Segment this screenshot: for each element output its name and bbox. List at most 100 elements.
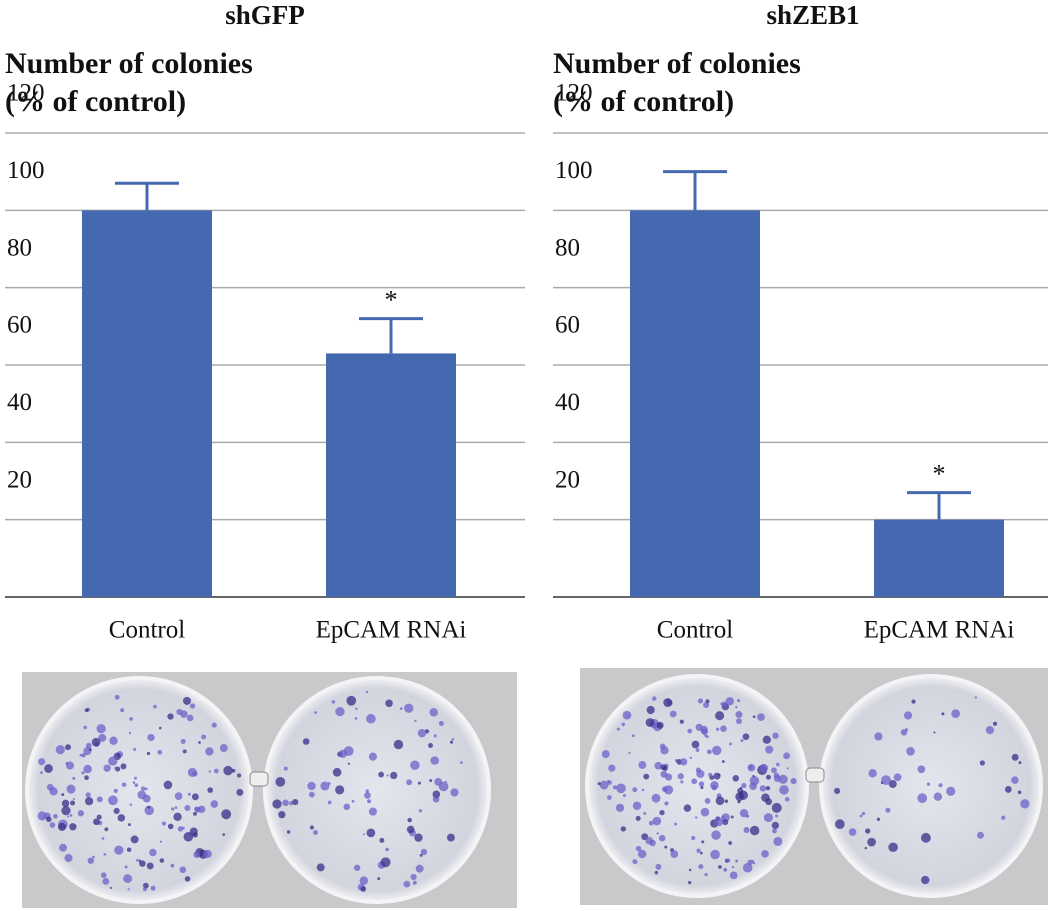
colony (700, 725, 708, 734)
colony (309, 825, 314, 830)
colony (403, 880, 411, 888)
y-axis-label: Number of colonies (553, 47, 801, 80)
y-tick-label: 60 (7, 312, 32, 339)
colony (697, 698, 704, 704)
colony (765, 785, 771, 791)
colony (664, 845, 668, 849)
colony (992, 721, 998, 726)
colony (366, 799, 372, 804)
colony (434, 795, 438, 799)
colony (308, 791, 315, 798)
colony (120, 708, 125, 713)
colony (663, 785, 674, 795)
colony (96, 796, 103, 803)
colony (134, 783, 139, 788)
colony (725, 697, 734, 706)
colony (157, 749, 163, 755)
colony (622, 793, 626, 797)
colony (236, 788, 244, 796)
colony (61, 806, 71, 816)
colony (203, 849, 212, 859)
colony (386, 774, 389, 777)
colony (765, 745, 774, 754)
colony (187, 767, 197, 777)
colony (660, 770, 668, 778)
bar (326, 353, 456, 597)
colony (167, 823, 174, 830)
colony (210, 800, 219, 808)
colony (645, 836, 654, 845)
colony (721, 760, 725, 763)
colony (109, 736, 118, 745)
colony (643, 773, 650, 780)
colony (69, 823, 77, 831)
colony (368, 752, 377, 761)
colony (651, 793, 661, 803)
colony (635, 815, 641, 821)
colony (737, 698, 741, 703)
colony (864, 846, 868, 850)
y-axis-label: Number of colonies (5, 47, 253, 80)
colony (771, 802, 782, 813)
colony (213, 768, 219, 774)
colony (353, 864, 361, 871)
colony (635, 845, 642, 852)
colony (419, 853, 423, 857)
colony (938, 783, 943, 788)
colony (710, 781, 719, 790)
colony (645, 718, 655, 727)
colony (446, 833, 455, 842)
colony (85, 792, 91, 798)
colony-dots (37, 690, 1030, 892)
colony (438, 720, 444, 727)
colony (433, 734, 437, 738)
colony (429, 708, 438, 717)
colony (207, 787, 214, 793)
y-tick-label: 100 (555, 157, 593, 184)
colony (136, 858, 139, 862)
y-tick-label: 40 (555, 389, 580, 416)
y-tick-label: 20 (555, 466, 580, 493)
x-tick-label: Control (657, 617, 733, 644)
colony (302, 738, 310, 745)
colony (126, 847, 132, 853)
colony (100, 872, 107, 879)
colony (109, 886, 112, 890)
colony (438, 781, 449, 792)
colony (149, 848, 157, 857)
significance-marker: * (933, 460, 946, 489)
colony (926, 782, 931, 786)
colony (735, 859, 739, 863)
colony (680, 780, 684, 784)
colony (335, 706, 345, 717)
colony (694, 816, 698, 819)
colony (689, 756, 693, 760)
colony (868, 769, 877, 778)
colony (779, 785, 789, 795)
colony (601, 750, 610, 759)
error-bar (115, 181, 179, 211)
colony (140, 786, 146, 791)
colony (688, 868, 692, 872)
colony (459, 761, 463, 765)
colony (648, 820, 654, 826)
colony (1001, 815, 1006, 820)
colony (1011, 776, 1019, 784)
colony (189, 703, 196, 709)
colony (615, 803, 625, 812)
colony (59, 843, 67, 852)
colony (351, 799, 355, 803)
colony (1018, 761, 1022, 765)
colony (762, 735, 771, 744)
colony (664, 801, 669, 806)
error-bar (663, 170, 727, 211)
colony (632, 801, 642, 811)
colony (124, 865, 128, 869)
y-tick-label: 100 (7, 157, 45, 184)
colony (360, 886, 367, 892)
colony (663, 698, 673, 708)
colony (876, 817, 881, 821)
colony (638, 761, 647, 769)
colony (790, 778, 797, 785)
colony (108, 756, 118, 766)
